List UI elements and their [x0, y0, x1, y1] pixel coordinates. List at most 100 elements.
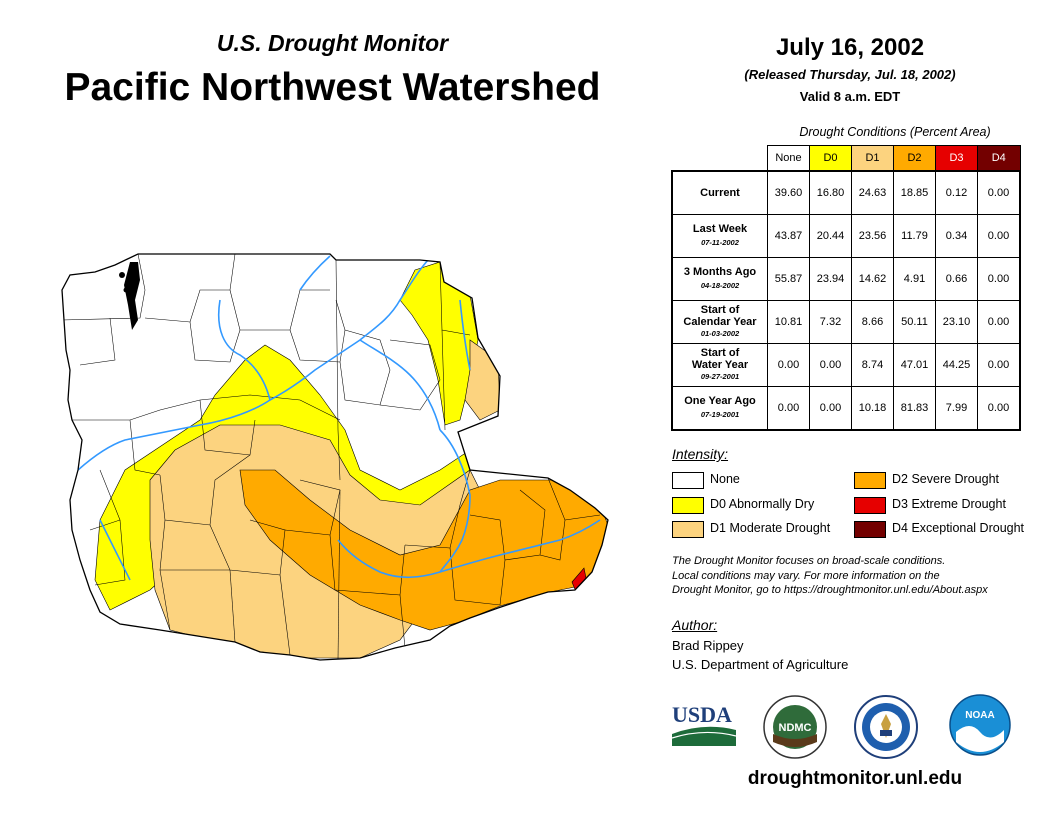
table-cell: 0.00	[767, 343, 810, 387]
row-label: One Year Ago 07-19-2001	[671, 386, 768, 431]
col-header-d2: D2	[893, 145, 936, 172]
table-cell: 55.87	[767, 257, 810, 301]
table-cell: 0.00	[767, 386, 810, 431]
footer-url[interactable]: droughtmonitor.unl.edu	[747, 768, 963, 789]
col-header-d0: D0	[809, 145, 852, 172]
ndmc-logo: NDMC	[763, 695, 827, 759]
table-cell: 0.00	[977, 257, 1021, 301]
table-corner	[672, 146, 768, 172]
noaa-logo-text: NOAA	[965, 710, 994, 721]
col-header-none: None	[767, 145, 810, 172]
table-cell: 23.56	[851, 214, 894, 258]
legend-label: D3 Extreme Drought	[892, 497, 1006, 511]
table-cell: 0.00	[809, 386, 852, 431]
usda-logo: USDA	[671, 702, 737, 746]
author-org: U.S. Department of Agriculture	[672, 657, 849, 672]
table-cell: 16.80	[809, 170, 852, 215]
table-cell: 0.00	[977, 386, 1021, 431]
drought-conditions-table: None D0 D1 D2 D3 D4 Current 39.60 16.80 …	[671, 145, 1021, 431]
ndmc-logo-text: NDMC	[779, 722, 812, 734]
row-date: 04-18-2002	[700, 281, 740, 290]
legend-swatch	[854, 497, 886, 514]
row-date: 09-27-2001	[700, 372, 740, 381]
table-cell: 11.79	[893, 214, 936, 258]
legend-swatch	[672, 472, 704, 489]
table-cell: 7.32	[809, 300, 852, 344]
table-cell: 18.85	[893, 170, 936, 215]
table-cell: 0.00	[977, 300, 1021, 344]
table-cell: 39.60	[767, 170, 810, 215]
table-cell: 10.81	[767, 300, 810, 344]
table-cell: 81.83	[893, 386, 936, 431]
table-cell: 0.00	[809, 343, 852, 387]
legend-label: None	[710, 472, 740, 486]
puget-sound	[119, 262, 140, 330]
map-subtitle: U.S. Drought Monitor	[216, 30, 449, 56]
author-label: Author:	[672, 617, 718, 633]
table-cell: 4.91	[893, 257, 936, 301]
table-cell: 50.11	[893, 300, 936, 344]
legend-title: Intensity:	[672, 446, 729, 462]
table-row: One Year Ago 07-19-2001 0.00 0.00 10.18 8…	[671, 386, 1021, 431]
row-label: Start of Calendar Year 01-03-2002	[671, 300, 768, 344]
noaa-logo: NOAA	[949, 694, 1011, 756]
row-date: 07-11-2002	[701, 238, 739, 247]
row-label: 3 Months Ago 04-18-2002	[671, 257, 768, 301]
table-cell: 0.00	[977, 214, 1021, 258]
valid-time: Valid 8 a.m. EDT	[799, 89, 901, 104]
drought-map	[61, 253, 609, 661]
table-cell: 20.44	[809, 214, 852, 258]
rivers	[77, 255, 601, 581]
table-row: Last Week 07-11-2002 43.87 20.44 23.56 11…	[671, 214, 1021, 258]
map-date: July 16, 2002	[775, 34, 925, 61]
table-header-row: None D0 D1 D2 D3 D4	[672, 145, 1021, 172]
table-cell: 43.87	[767, 214, 810, 258]
table-row: Start of Water Year 09-27-2001 0.00 0.00 …	[671, 343, 1021, 387]
usda-logo-text: USDA	[672, 702, 732, 727]
table-cell: 14.62	[851, 257, 894, 301]
row-date: 01-03-2002	[700, 329, 740, 338]
legend-label: D0 Abnormally Dry	[710, 497, 815, 511]
disclaimer-note: The Drought Monitor focuses on broad-sca…	[672, 554, 1042, 598]
legend-label: D1 Moderate Drought	[710, 521, 831, 535]
col-header-d4: D4	[977, 145, 1021, 172]
table-cell: 24.63	[851, 170, 894, 215]
doc-seal-logo	[854, 695, 918, 759]
table-cell: 0.00	[977, 170, 1021, 215]
note-line: The Drought Monitor focuses on broad-sca…	[672, 555, 946, 567]
release-date: (Released Thursday, Jul. 18, 2002)	[744, 67, 956, 82]
col-header-d3: D3	[935, 145, 978, 172]
table-cell: 10.18	[851, 386, 894, 431]
col-header-d1: D1	[851, 145, 894, 172]
table-cell: 8.66	[851, 300, 894, 344]
note-line: Local conditions may vary. For more info…	[672, 569, 940, 582]
note-line: Drought Monitor, go to https://droughtmo…	[672, 584, 988, 596]
row-label-text: Current	[700, 187, 740, 199]
legend-swatch	[672, 497, 704, 514]
row-label: Start of Water Year 09-27-2001	[671, 343, 768, 387]
table-cell: 23.94	[809, 257, 852, 301]
legend-label: D2 Severe Drought	[892, 472, 1000, 486]
map-title: Pacific Northwest Watershed	[64, 66, 601, 109]
table-cell: 47.01	[893, 343, 936, 387]
legend-swatch	[854, 521, 886, 538]
legend-swatch	[854, 472, 886, 489]
table-cell: 0.00	[977, 343, 1021, 387]
county-boundaries	[62, 254, 601, 660]
row-date: 07-19-2001	[700, 410, 740, 419]
row-label-text: Start of Water Year	[691, 347, 749, 371]
table-cell: 0.34	[935, 214, 978, 258]
row-label-text: Start of Calendar Year	[683, 304, 757, 328]
region-outline	[61, 253, 609, 661]
row-label-text: 3 Months Ago	[683, 266, 757, 278]
table-cell: 8.74	[851, 343, 894, 387]
author-name: Brad Rippey	[672, 638, 744, 653]
drought-areas	[62, 254, 608, 660]
table-title: Drought Conditions (Percent Area)	[799, 125, 991, 139]
table-row: 3 Months Ago 04-18-2002 55.87 23.94 14.62…	[671, 257, 1021, 301]
table-row: Start of Calendar Year 01-03-2002 10.81 7…	[671, 300, 1021, 344]
row-label-text: One Year Ago	[684, 395, 756, 407]
table-cell: 23.10	[935, 300, 978, 344]
table-cell: 44.25	[935, 343, 978, 387]
table-row: Current 39.60 16.80 24.63 18.85 0.12 0.0…	[671, 170, 1021, 215]
